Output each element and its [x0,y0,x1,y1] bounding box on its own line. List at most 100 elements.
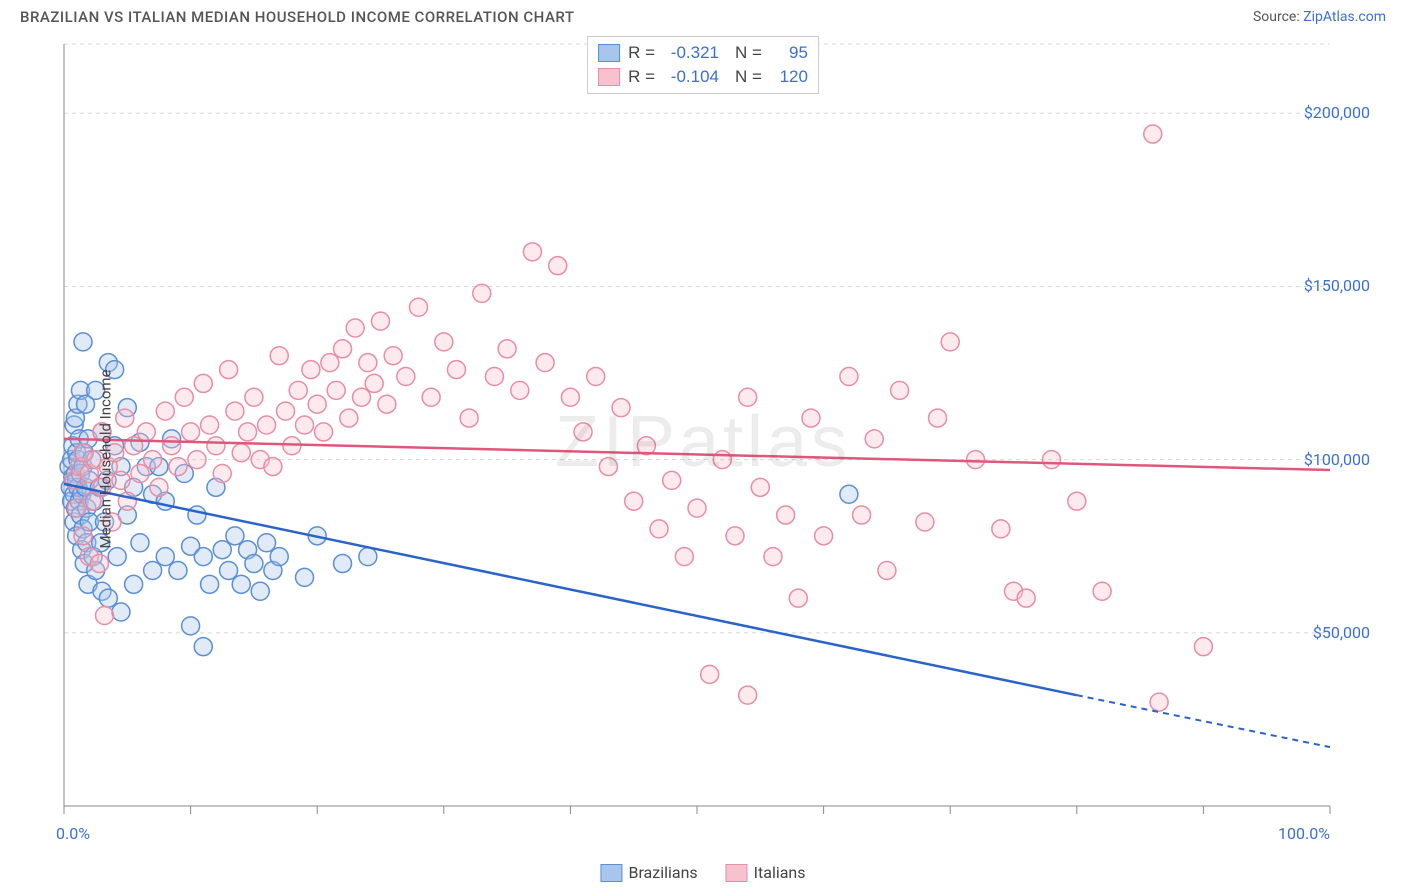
data-point [270,548,288,566]
r-value: -0.321 [663,41,719,65]
n-value: 95 [770,41,808,65]
data-point [992,520,1010,538]
data-point [315,423,333,441]
data-point [207,437,225,455]
legend-label: Italians [754,863,806,882]
data-point [1150,693,1168,711]
data-point [226,402,244,420]
data-point [156,402,174,420]
data-point [131,464,149,482]
data-point [650,520,668,538]
data-point [840,485,858,503]
data-point [789,589,807,607]
data-point [137,423,155,441]
legend-swatch [598,44,620,62]
x-axis-tick-label: 100.0% [1278,824,1330,843]
data-point [549,257,567,275]
data-point [1017,589,1035,607]
data-point [587,368,605,386]
data-point [334,555,352,573]
y-axis-tick-label: $100,000 [1304,450,1370,469]
data-point [108,548,126,566]
r-value: -0.104 [663,65,719,89]
data-point [701,665,719,683]
data-point [226,527,244,545]
data-point [764,548,782,566]
data-point [308,395,326,413]
data-point [365,374,383,392]
source-link[interactable]: ZipAtlas.com [1303,9,1386,25]
data-point [74,333,92,351]
data-point [941,333,959,351]
data-point [340,409,358,427]
data-point [251,582,269,600]
x-axis-tick-label: 0.0% [56,824,90,843]
data-point [498,340,516,358]
data-point [384,347,402,365]
data-point [194,548,212,566]
data-point [840,368,858,386]
data-point [853,506,871,524]
legend-item: Italians [726,863,806,882]
data-point [802,409,820,427]
data-point [561,388,579,406]
legend-swatch [600,864,622,882]
data-point [289,381,307,399]
data-point [891,381,909,399]
source-prefix: Source: [1253,9,1303,25]
legend-swatch [726,864,748,882]
data-point [277,402,295,420]
data-point [302,361,320,379]
data-point [194,374,212,392]
source-attribution: Source: ZipAtlas.com [1253,9,1386,25]
data-point [929,409,947,427]
data-point [574,423,592,441]
data-point [739,388,757,406]
data-point [213,541,231,559]
data-point [346,319,364,337]
chart-title: BRAZILIAN VS ITALIAN MEDIAN HOUSEHOLD IN… [20,8,574,26]
y-axis-tick-label: $200,000 [1304,103,1370,122]
data-point [1042,451,1060,469]
data-point [751,478,769,496]
data-point [74,527,92,545]
data-point [156,548,174,566]
chart-container: Median Household Income ZIPatlas R =-0.3… [20,36,1386,882]
data-point [447,361,465,379]
data-point [334,340,352,358]
data-point [353,388,371,406]
data-point [296,416,314,434]
data-point [188,506,206,524]
data-point [245,555,263,573]
data-point [232,444,250,462]
data-point [485,368,503,386]
data-point [321,354,339,372]
n-value: 120 [770,65,808,89]
data-point [916,513,934,531]
data-point [1068,492,1086,510]
data-point [239,423,257,441]
data-point [397,368,415,386]
data-point [182,423,200,441]
data-point [99,589,117,607]
data-point [865,430,883,448]
legend-item: Brazilians [600,863,697,882]
data-point [688,499,706,517]
data-point [359,548,377,566]
stats-row: R =-0.104N =120 [598,65,808,89]
data-point [150,478,168,496]
data-point [511,381,529,399]
trend-line-extrapolated [1077,695,1330,747]
data-point [125,575,143,593]
data-point [258,416,276,434]
data-point [201,575,219,593]
bottom-legend: Brazilians Italians [600,863,805,882]
data-point [90,555,108,573]
data-point [188,451,206,469]
data-point [144,561,162,579]
data-point [112,471,130,489]
data-point [131,534,149,552]
data-point [116,409,134,427]
data-point [599,458,617,476]
data-point [878,561,896,579]
